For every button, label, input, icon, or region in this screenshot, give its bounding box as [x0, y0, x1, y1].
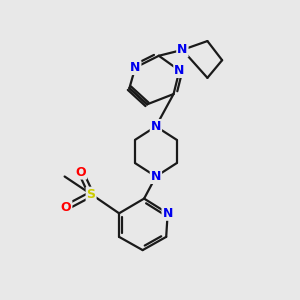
Text: N: N — [177, 44, 188, 56]
Text: S: S — [87, 188, 96, 201]
Text: N: N — [151, 170, 161, 183]
Text: O: O — [61, 201, 71, 214]
Text: N: N — [130, 61, 140, 74]
Text: N: N — [163, 207, 173, 220]
Text: N: N — [174, 64, 184, 77]
Text: N: N — [151, 120, 161, 133]
Text: O: O — [76, 166, 86, 178]
